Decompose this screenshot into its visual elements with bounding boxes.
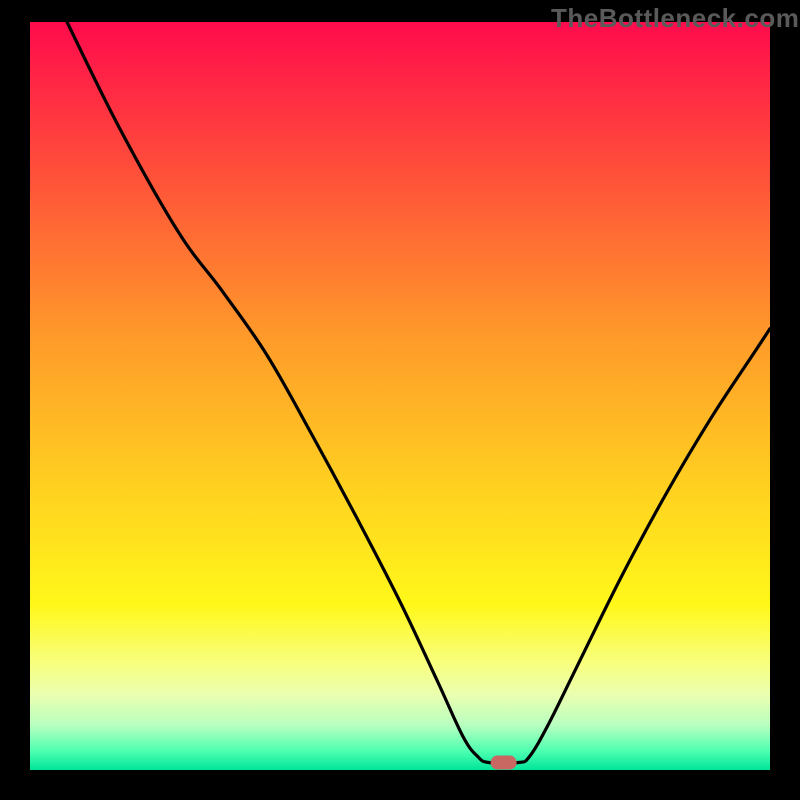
chart-svg: [0, 0, 800, 800]
gradient-background: [30, 22, 770, 770]
watermark-text: TheBottleneck.com: [551, 3, 799, 34]
chart-frame: TheBottleneck.com: [0, 0, 800, 800]
minimum-marker: [491, 756, 517, 770]
